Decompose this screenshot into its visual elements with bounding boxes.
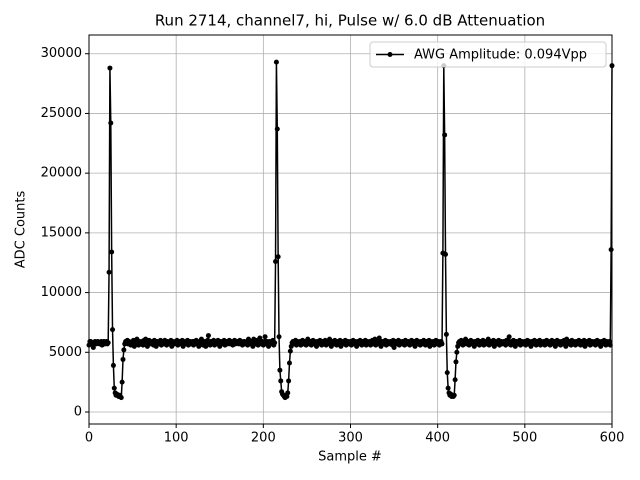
data-point xyxy=(453,359,459,365)
data-point xyxy=(439,341,445,347)
data-point xyxy=(276,334,282,340)
legend-label: AWG Amplitude: 0.094Vpp xyxy=(414,48,587,63)
y-tick-label: 25000 xyxy=(41,106,82,121)
x-tick-label: 600 xyxy=(600,431,625,446)
data-point xyxy=(608,247,614,253)
data-point xyxy=(391,345,397,351)
data-point xyxy=(272,340,278,346)
y-tick-label: 10000 xyxy=(41,285,82,300)
x-tick-label: 200 xyxy=(251,431,276,446)
data-point xyxy=(451,392,457,398)
x-tick-label: 0 xyxy=(85,431,93,446)
data-point xyxy=(444,370,450,376)
data-point xyxy=(506,334,512,340)
data-point xyxy=(118,395,124,401)
data-point xyxy=(121,347,127,353)
data-point xyxy=(445,385,451,391)
data-point xyxy=(274,126,280,132)
y-tick-label: 5000 xyxy=(49,345,82,360)
data-point xyxy=(106,269,112,275)
data-point xyxy=(110,362,116,368)
data-point xyxy=(275,254,281,260)
y-tick-label: 30000 xyxy=(41,46,82,61)
data-point xyxy=(376,335,382,341)
y-tick-label: 0 xyxy=(74,404,82,419)
data-point xyxy=(205,333,211,339)
data-point xyxy=(287,348,293,354)
data-point xyxy=(278,378,284,384)
chart-title: Run 2714, channel7, hi, Pulse w/ 6.0 dB … xyxy=(155,12,545,30)
data-point xyxy=(273,59,279,65)
x-tick-label: 300 xyxy=(338,431,363,446)
y-tick-label: 15000 xyxy=(41,225,82,240)
data-point xyxy=(107,65,113,71)
data-point xyxy=(277,367,283,373)
y-axis-label: ADC Counts xyxy=(14,191,29,269)
data-point xyxy=(454,349,460,355)
x-tick-label: 500 xyxy=(512,431,537,446)
data-point xyxy=(105,340,111,346)
data-point xyxy=(286,360,292,366)
data-point xyxy=(109,249,115,255)
data-point xyxy=(443,331,449,337)
data-point xyxy=(120,356,126,362)
x-tick-label: 100 xyxy=(164,431,189,446)
data-point xyxy=(262,334,268,340)
data-point xyxy=(285,390,291,396)
x-tick-label: 400 xyxy=(425,431,450,446)
legend-marker xyxy=(387,52,393,57)
data-point xyxy=(443,251,449,257)
data-point xyxy=(286,378,292,384)
y-tick-label: 20000 xyxy=(41,166,82,181)
data-point xyxy=(90,345,96,351)
data-point xyxy=(452,377,458,383)
data-point xyxy=(108,120,114,126)
x-axis-label: Sample # xyxy=(318,450,382,465)
data-point xyxy=(442,132,448,138)
data-point xyxy=(273,259,279,265)
legend: AWG Amplitude: 0.094Vpp xyxy=(369,41,607,68)
legend-box xyxy=(369,41,607,68)
data-point xyxy=(119,379,125,385)
data-point xyxy=(110,327,116,333)
data-point xyxy=(111,385,117,391)
data-point xyxy=(257,335,263,341)
